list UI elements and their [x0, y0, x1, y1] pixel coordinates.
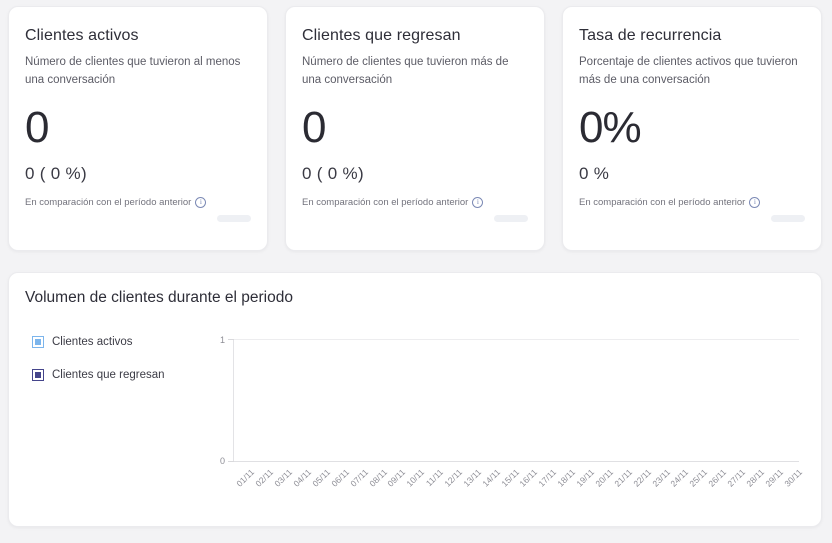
- chart-plot-area: 1 0 01/11 02/11 03/11 04/11 05/11 06/11 07/11 0…: [220, 335, 804, 489]
- info-icon[interactable]: i: [749, 196, 761, 208]
- metric-comparison-label: En comparación con el período anterior: [25, 196, 192, 208]
- x-axis-label: 30/11: [781, 467, 804, 489]
- x-axis-label: 07/11: [348, 467, 370, 489]
- x-axis-label: 26/11: [706, 467, 729, 489]
- metric-description: Número de clientes que tuvieron más de u…: [302, 56, 509, 86]
- y-axis-tick: [228, 461, 234, 462]
- metric-value: 0%: [579, 102, 642, 152]
- metric-comparison-value: 0 ( 0 %): [25, 163, 87, 183]
- metric-title: Clientes que regresan: [302, 27, 461, 44]
- x-axis-label: 29/11: [763, 467, 785, 489]
- chart-legend: Clientes activos Clientes que regresan: [32, 336, 212, 402]
- x-axis-label: 09/11: [385, 467, 408, 489]
- metrics-row: Clientes activos Número de clientes que …: [8, 6, 822, 251]
- x-axis-label: 15/11: [498, 467, 521, 489]
- metric-value: 0: [25, 102, 49, 152]
- metric-description: Número de clientes que tuvieron al menos…: [25, 56, 241, 86]
- x-axis-label: 05/11: [310, 467, 332, 489]
- metric-value: 0: [302, 102, 326, 152]
- skeleton-pill: [494, 215, 528, 222]
- metric-comparison-label: En comparación con el período anterior: [579, 196, 746, 208]
- volume-chart-card: Volumen de clientes durante el periodo C…: [8, 272, 822, 527]
- x-axis-label: 06/11: [329, 467, 351, 489]
- x-axis-label: 17/11: [536, 467, 559, 489]
- x-axis-label: 01/11: [234, 467, 257, 489]
- x-axis-label: 13/11: [461, 467, 483, 489]
- x-axis-label: 25/11: [687, 467, 710, 489]
- x-axis-label: 03/11: [272, 467, 295, 489]
- metric-card-tasa-de-recurrencia: Tasa de recurrencia Porcentaje de client…: [562, 6, 822, 251]
- metric-comparison-value: 0 %: [579, 163, 610, 183]
- metric-comparison-value: 0 ( 0 %): [302, 163, 364, 183]
- x-axis-label: 11/11: [423, 467, 446, 489]
- legend-label: Clientes que regresan: [52, 369, 165, 381]
- x-axis-label: 28/11: [744, 467, 766, 489]
- x-axis-label: 19/11: [574, 467, 597, 489]
- x-axis-label: 16/11: [517, 467, 540, 489]
- x-axis-label: 21/11: [612, 467, 634, 489]
- x-axis-label: 12/11: [442, 467, 465, 489]
- skeleton-pill: [771, 215, 805, 222]
- x-axis-label: 27/11: [725, 467, 748, 489]
- metric-card-clientes-activos: Clientes activos Número de clientes que …: [8, 6, 268, 251]
- metric-card-clientes-que-regresan: Clientes que regresan Número de clientes…: [285, 6, 545, 251]
- x-axis-label: 02/11: [253, 467, 276, 489]
- metric-comparison-label: En comparación con el período anterior: [302, 196, 469, 208]
- metric-title: Tasa de recurrencia: [579, 27, 722, 44]
- x-axis-label: 23/11: [649, 467, 672, 489]
- x-axis-label: 10/11: [404, 467, 427, 489]
- legend-marker-icon: [32, 369, 44, 381]
- chart-title: Volumen de clientes durante el periodo: [25, 289, 293, 306]
- legend-label: Clientes activos: [52, 336, 133, 348]
- legend-marker-icon: [32, 336, 44, 348]
- x-axis-label: 24/11: [668, 467, 691, 489]
- metric-description: Porcentaje de clientes activos que tuvie…: [579, 56, 798, 86]
- x-axis-label: 22/11: [631, 467, 653, 489]
- metric-title: Clientes activos: [25, 27, 139, 44]
- metric-comparison-note: En comparación con el período anterior i: [579, 196, 805, 208]
- y-axis-label-min: 0: [219, 456, 225, 466]
- legend-item[interactable]: Clientes activos: [32, 336, 212, 348]
- info-icon[interactable]: i: [472, 196, 484, 208]
- x-axis-label: 04/11: [291, 467, 314, 489]
- skeleton-pill: [217, 215, 251, 222]
- metric-comparison-note: En comparación con el período anterior i: [302, 196, 528, 208]
- x-axis-label: 18/11: [555, 467, 578, 489]
- x-axis-labels: 01/11 02/11 03/11 04/11 05/11 06/11 07/11 08/11…: [234, 461, 804, 501]
- y-axis-label-max: 1: [219, 335, 225, 345]
- info-icon[interactable]: i: [195, 196, 207, 208]
- y-axis-tick: [228, 339, 234, 340]
- x-axis-label: 14/11: [480, 467, 502, 489]
- x-axis-label: 20/11: [593, 467, 615, 489]
- x-axis-label: 08/11: [366, 467, 389, 489]
- legend-item[interactable]: Clientes que regresan: [32, 369, 212, 381]
- metric-comparison-note: En comparación con el período anterior i: [25, 196, 251, 208]
